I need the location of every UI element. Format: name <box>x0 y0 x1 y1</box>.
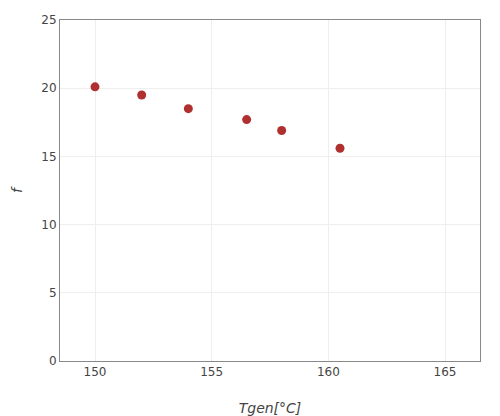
svg-text:15: 15 <box>41 150 56 164</box>
svg-text:155: 155 <box>200 365 223 379</box>
svg-text:5: 5 <box>49 286 57 300</box>
svg-text:0: 0 <box>49 354 57 368</box>
svg-text:f: f <box>9 186 25 193</box>
svg-text:160: 160 <box>317 365 340 379</box>
svg-text:25: 25 <box>41 13 56 27</box>
svg-text:Tgen[°C]: Tgen[°C] <box>239 400 302 416</box>
svg-text:150: 150 <box>84 365 107 379</box>
svg-text:20: 20 <box>41 81 56 95</box>
svg-text:10: 10 <box>41 218 56 232</box>
svg-text:165: 165 <box>434 365 457 379</box>
